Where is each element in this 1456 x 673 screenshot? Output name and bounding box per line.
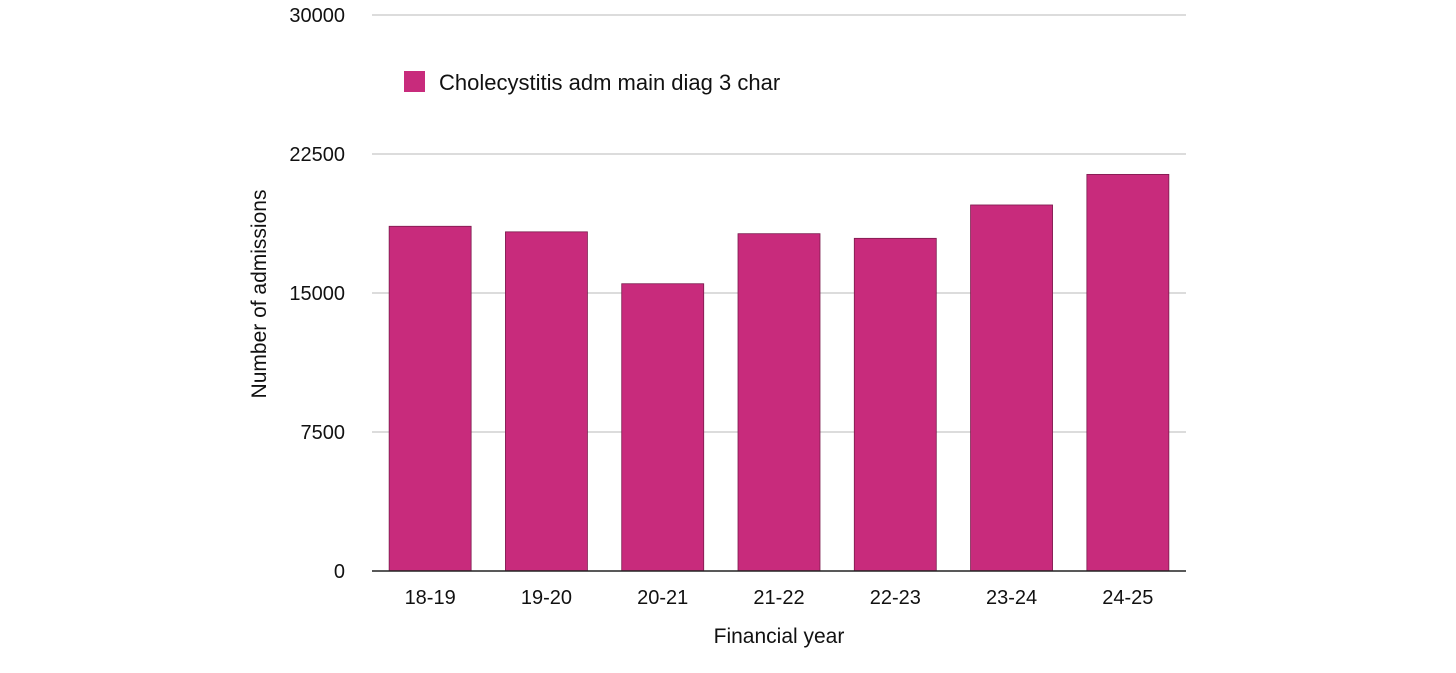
x-tick-label: 21-22 [753, 587, 804, 609]
bar-23-24 [970, 204, 1053, 572]
x-tick-label: 18-19 [405, 587, 456, 609]
legend: Cholecystitis adm main diag 3 char [404, 70, 780, 95]
y-tick-label: 22500 [289, 144, 345, 166]
y-axis-ticks: 0 7500 15000 22500 30000 [289, 5, 345, 583]
bar-22-23 [853, 237, 937, 572]
x-axis-ticks: 18-19 19-20 20-21 21-22 22-23 23-24 24-25 [405, 587, 1154, 609]
bar-21-22 [737, 233, 821, 572]
bar-19-20 [505, 231, 588, 572]
y-tick-label: 0 [334, 561, 345, 583]
x-tick-label: 19-20 [521, 587, 572, 609]
bar-24-25 [1086, 173, 1170, 572]
x-axis-title: Financial year [714, 625, 845, 648]
bar-20-21 [621, 283, 705, 572]
y-tick-label: 15000 [289, 283, 345, 305]
legend-label: Cholecystitis adm main diag 3 char [439, 70, 780, 95]
bar-18-19 [388, 225, 472, 572]
x-tick-label: 23-24 [986, 587, 1037, 609]
bars [388, 173, 1170, 572]
y-tick-label: 7500 [301, 422, 346, 444]
y-axis-title: Number of admissions [248, 190, 271, 399]
y-tick-label: 30000 [289, 5, 345, 27]
x-tick-label: 20-21 [637, 587, 688, 609]
legend-swatch [404, 71, 425, 92]
x-tick-label: 24-25 [1102, 587, 1153, 609]
x-tick-label: 22-23 [870, 587, 921, 609]
